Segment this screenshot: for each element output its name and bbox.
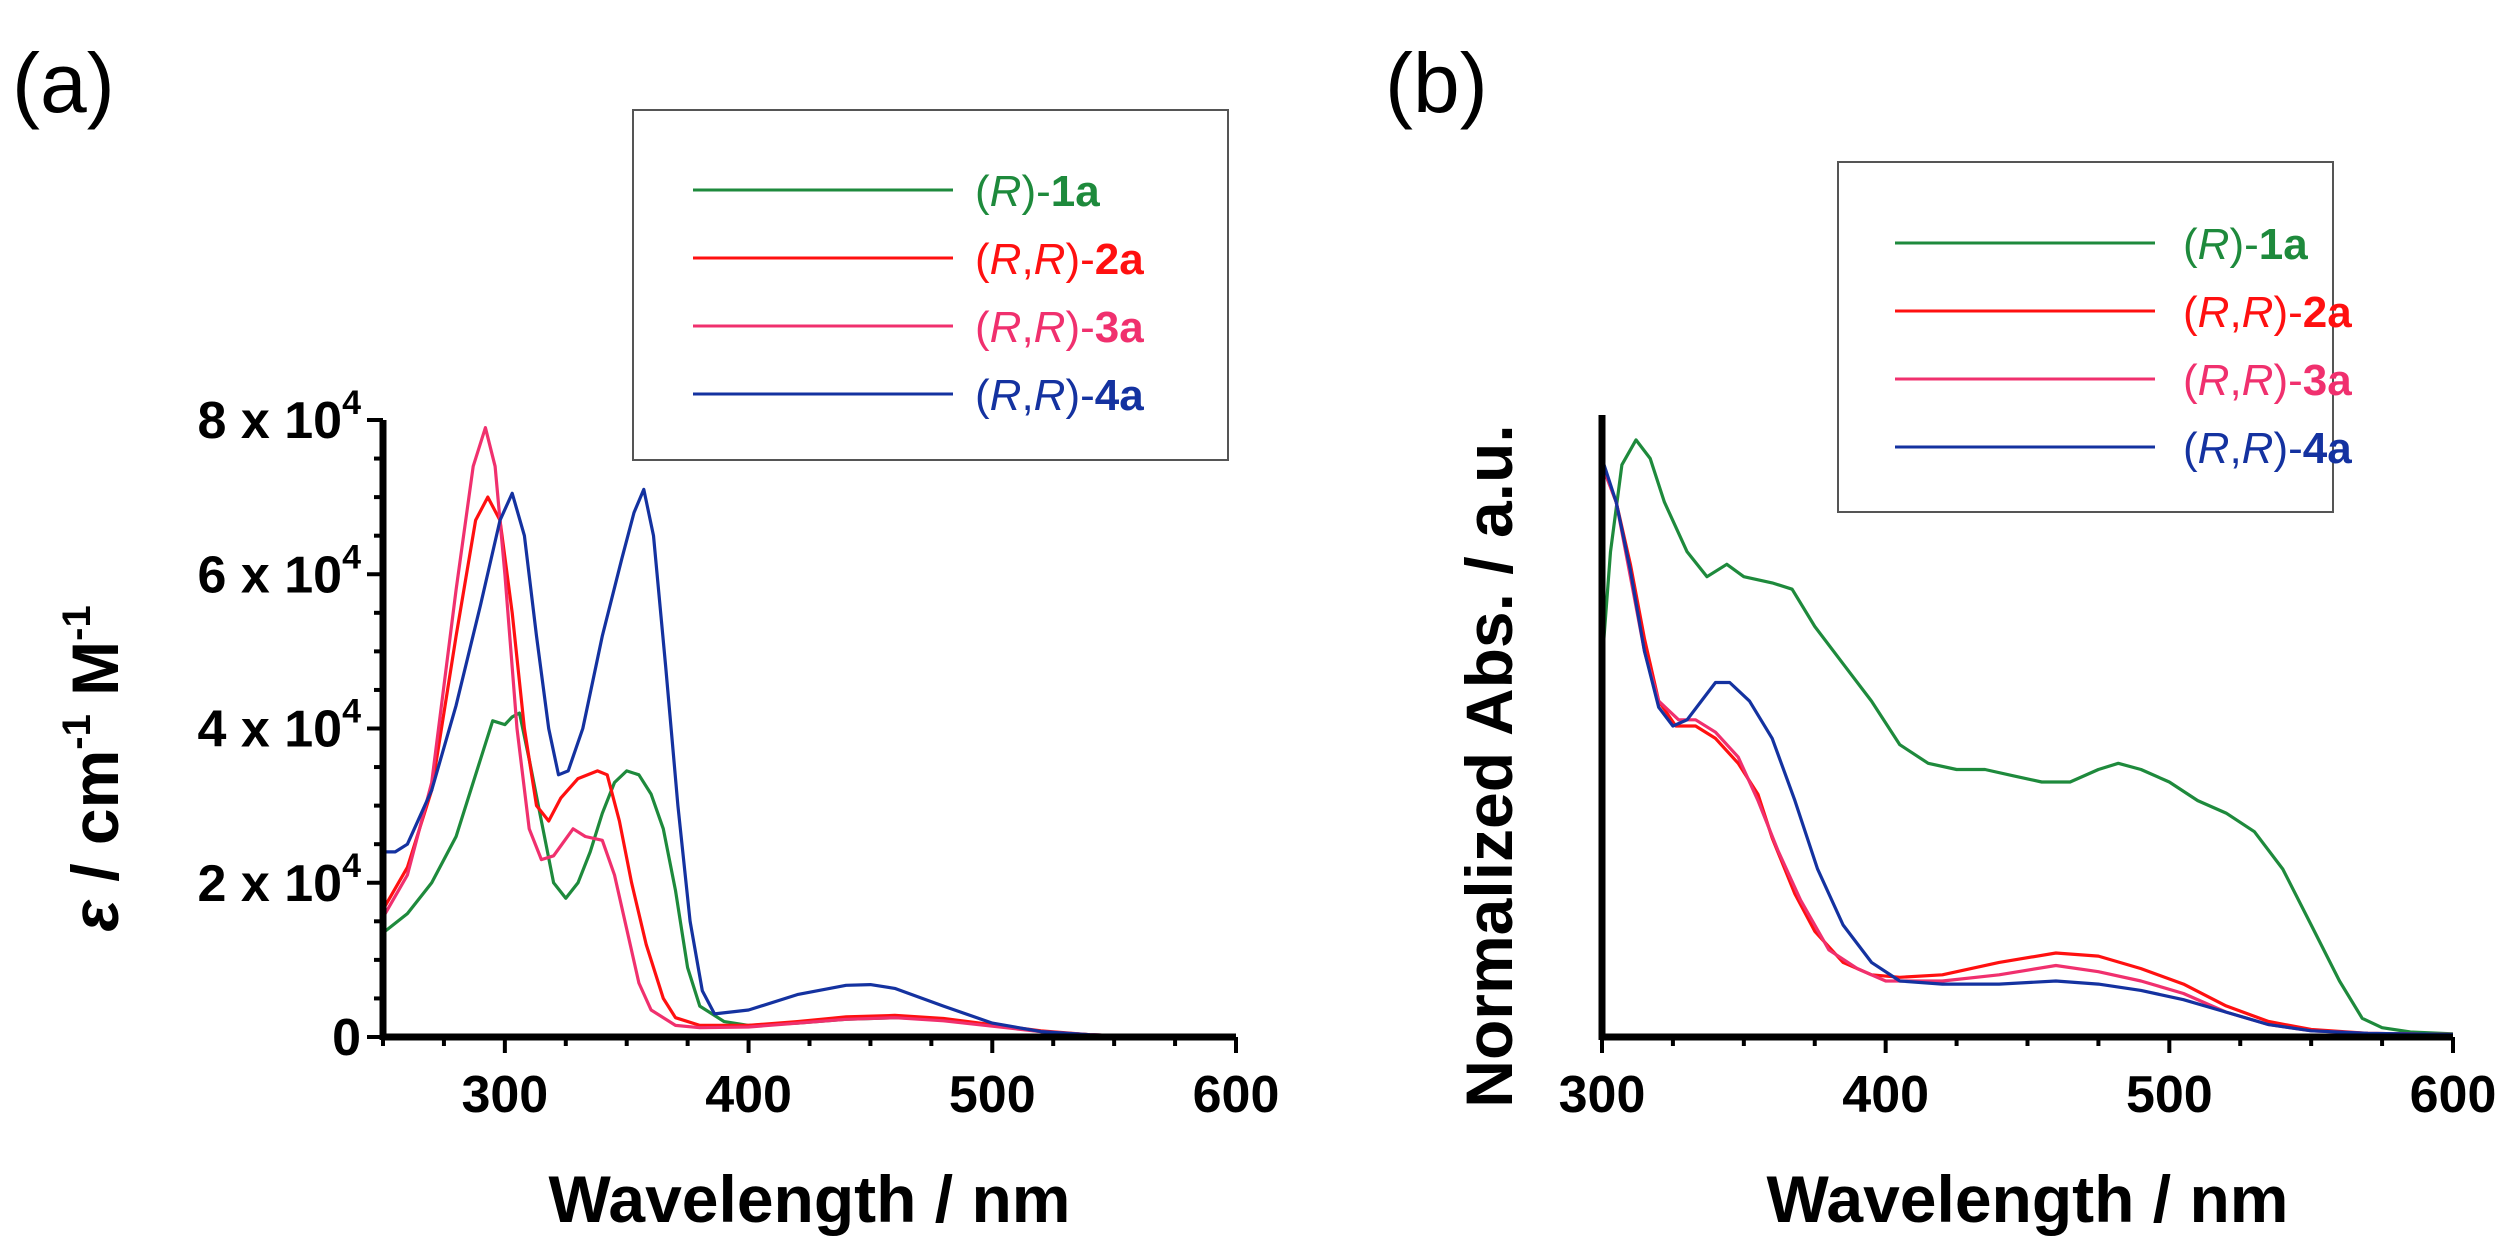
legend-label: (R)-1a <box>975 167 1100 216</box>
panel-a: (a) (R)-1a (R,R)-2a (R,R)-3a (R,R)-4a 300 400 5… <box>12 36 1279 1236</box>
series-group <box>383 426 1236 1037</box>
series-line <box>383 487 1236 1037</box>
series-line <box>1602 463 2453 1037</box>
x-axis-title: Wavelength / nm <box>549 1162 1071 1236</box>
legend-label: (R,R)-2a <box>975 235 1144 284</box>
x-tick-label: 300 <box>1559 1066 1646 1124</box>
y-tick-label: 4 x 104 <box>198 693 362 759</box>
y-tick-label: 2 x 104 <box>198 847 362 913</box>
x-tick-label: 500 <box>949 1066 1036 1124</box>
x-tick-label: 300 <box>461 1066 548 1124</box>
x-axis-title: Wavelength / nm <box>1767 1162 2289 1236</box>
series-line <box>1602 456 2453 1037</box>
legend-label: (R,R)-4a <box>2183 424 2352 473</box>
series-line <box>1602 463 2453 1037</box>
y-tick-label: 8 x 104 <box>198 384 362 450</box>
series-line <box>383 426 1236 1037</box>
legend: (R)-1a (R,R)-2a (R,R)-3a (R,R)-4a <box>632 109 1229 461</box>
x-tick-label: 600 <box>2410 1066 2497 1124</box>
series-group <box>1602 438 2453 1037</box>
legend-label: (R,R)-3a <box>2183 356 2352 405</box>
series-line <box>383 495 1236 1037</box>
legend-box <box>1837 161 2334 513</box>
y-tick-label: 0 <box>332 1009 361 1067</box>
panel-b: (b) (R)-1a (R,R)-2a (R,R)-3a (R,R)-4a 300 400 5… <box>1385 36 2496 1236</box>
y-axis-title: ε / cm-1 M-1 <box>55 605 132 931</box>
series-line <box>383 711 1236 1037</box>
legend-label: (R,R)-2a <box>2183 288 2352 337</box>
panel-label: (b) <box>1385 36 1488 130</box>
x-tick-label: 600 <box>1193 1066 1280 1124</box>
x-tick-label: 500 <box>2126 1066 2213 1124</box>
series-line <box>1602 438 2453 1036</box>
x-tick-label: 400 <box>705 1066 792 1124</box>
legend-label: (R,R)-4a <box>975 371 1144 420</box>
panel-label: (a) <box>12 36 115 130</box>
y-axis-title: Normalized Abs. / a.u. <box>1452 424 1526 1107</box>
legend-box <box>632 109 1229 461</box>
legend-label: (R)-1a <box>2183 220 2308 269</box>
legend: (R)-1a (R,R)-2a (R,R)-3a (R,R)-4a <box>1837 161 2352 513</box>
x-tick-label: 400 <box>1842 1066 1929 1124</box>
legend-label: (R,R)-3a <box>975 303 1144 352</box>
y-tick-label: 6 x 104 <box>198 538 362 604</box>
